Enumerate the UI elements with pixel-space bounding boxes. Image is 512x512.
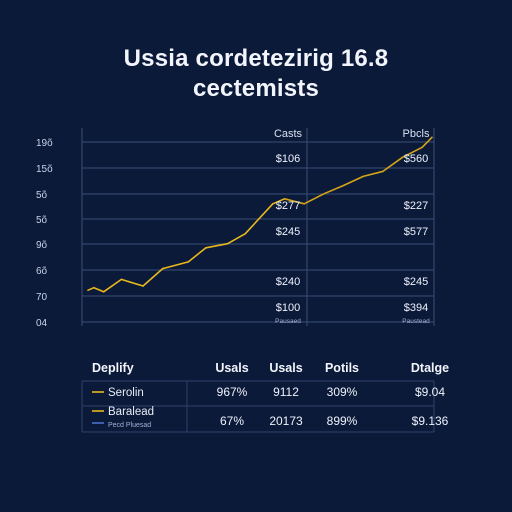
data-point [120,278,123,281]
data-point [187,261,190,263]
table-header-cell: Usals [269,361,302,375]
chart-title-line-2: cectemists [192,75,320,102]
y-tick-label: 70 [36,292,48,303]
table-cell: 20173 [269,414,303,428]
data-point [161,267,164,270]
y-tick-label: 5õ [36,190,48,201]
legend-label: Pecd Pluesad [108,422,151,429]
data-point [303,202,306,205]
data-point [421,146,423,149]
legend-label: Baralead [108,406,154,418]
panel-value: $394 [404,302,428,314]
y-tick-label: 9õ [36,240,48,251]
data-point [271,202,274,205]
y-tick-label: 6õ [36,266,48,277]
legend-label: Serolin [108,387,144,399]
panel-value: $100 [276,302,300,314]
table-cell: 899% [327,414,358,428]
panel-value: $240 [276,276,300,288]
data-point [226,242,229,245]
y-tick-label: 19õ [36,138,53,149]
data-point [205,247,207,249]
panel-value: $577 [404,226,428,238]
y-tick-label: 04 [36,318,48,329]
panel-value: $277 [276,200,300,212]
table-cell: 67% [220,414,244,428]
table-cell: $9.04 [415,385,445,399]
data-point [244,232,247,235]
table-header-cell: Dtalge [411,361,449,375]
data-point [323,193,325,195]
panel-value: $245 [404,276,428,288]
data-point [382,170,384,173]
chart-title-line-1: Ussia cordetezirig 16.8 [123,45,389,72]
table-cell: 967% [217,385,248,399]
data-point [342,184,345,187]
data-point [362,175,365,178]
panel-value: $227 [404,200,428,212]
panel-footnote: Paustead [402,318,430,325]
table-header-cell: Potils [325,361,359,375]
series-line-1 [87,198,285,293]
table-cell: 309% [327,385,358,399]
table-cell: 9112 [273,385,299,399]
panel-header: Casts [274,128,303,140]
data-point [87,289,89,291]
y-tick-label: 5õ [36,215,48,226]
data-point [401,156,404,159]
table-header-cell: Usals [215,361,248,375]
chart-title: Ussia cordetezirig 16.8 cectemists [0,44,512,104]
data-point [142,285,144,287]
panel-header: Pbcls [403,128,430,140]
data-point [102,291,105,293]
panel-value: $560 [404,153,428,165]
data-point [93,286,95,289]
table-cell: $9.136 [412,414,449,428]
panel-value: $245 [276,226,300,238]
panel-value: $106 [276,153,300,165]
panel-footnote: Pausaed [275,318,301,325]
data-point [431,136,433,139]
y-tick-label: 15õ [36,164,53,175]
table-header-cell: Deplify [92,361,134,375]
data-point [283,198,286,200]
